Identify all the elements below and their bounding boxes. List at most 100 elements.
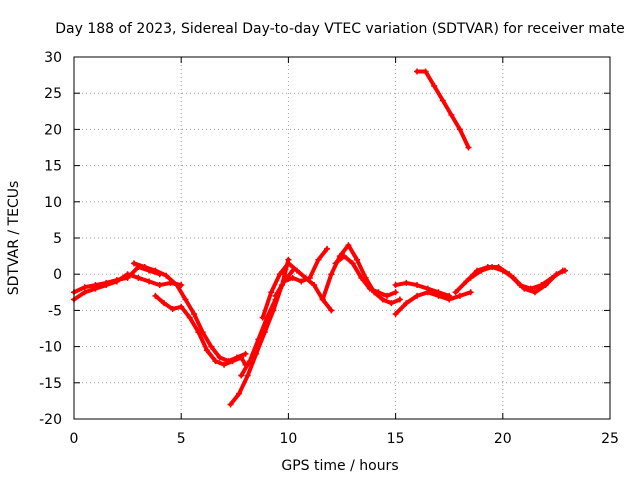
data-point <box>113 278 120 285</box>
grid-lines <box>74 57 610 419</box>
data-point <box>255 336 262 343</box>
x-tick-label: 25 <box>601 431 619 447</box>
data-series <box>71 68 568 408</box>
data-point <box>467 289 474 296</box>
data-point <box>173 282 180 289</box>
data-point <box>388 300 395 307</box>
data-point <box>246 358 253 365</box>
data-point <box>229 358 236 365</box>
data-point <box>384 292 391 299</box>
data-point <box>161 300 168 307</box>
data-point <box>392 282 399 289</box>
data-point <box>403 300 410 307</box>
data-point <box>276 271 283 278</box>
y-tick-label: -20 <box>39 412 62 428</box>
data-point <box>478 267 485 274</box>
data-point <box>242 350 249 357</box>
data-point <box>561 267 568 274</box>
data-point <box>259 314 266 321</box>
data-point <box>448 111 455 118</box>
y-tick-label: -10 <box>39 340 62 356</box>
data-point <box>186 314 193 321</box>
data-point <box>341 253 348 260</box>
data-point <box>396 296 403 303</box>
data-point <box>306 274 313 281</box>
y-tick-label: 0 <box>53 267 62 283</box>
data-point <box>452 289 459 296</box>
data-point <box>221 361 228 368</box>
data-point <box>238 354 245 361</box>
data-point <box>238 372 245 379</box>
axis-ticks: 0 5 10 15 20 25 -20 -15 -10 -5 0 5 10 15 20 25 30 <box>39 50 619 447</box>
data-point <box>446 296 453 303</box>
data-point <box>431 82 438 89</box>
data-point <box>268 289 275 296</box>
data-point <box>146 278 153 285</box>
data-point <box>323 245 330 252</box>
data-point <box>349 260 356 267</box>
x-tick-label: 20 <box>494 431 512 447</box>
data-point <box>379 296 386 303</box>
data-point <box>435 292 442 299</box>
x-tick-label: 5 <box>177 431 186 447</box>
data-point <box>403 279 410 286</box>
data-point <box>311 282 318 289</box>
y-tick-label: 30 <box>44 50 62 66</box>
data-point <box>281 278 288 285</box>
data-point <box>81 289 88 296</box>
y-tick-label: -15 <box>39 376 62 392</box>
y-axis-title: SDTVAR / TECUs <box>6 181 22 296</box>
data-point <box>345 242 352 249</box>
data-point <box>244 372 251 379</box>
data-point <box>124 271 131 278</box>
data-point <box>135 274 142 281</box>
data-point <box>289 274 296 281</box>
data-point <box>236 390 243 397</box>
data-point <box>152 292 159 299</box>
data-point <box>456 292 463 299</box>
data-point <box>414 68 421 75</box>
data-point <box>208 343 215 350</box>
y-tick-label: 10 <box>44 195 62 211</box>
data-point <box>354 256 361 263</box>
data-point <box>414 282 421 289</box>
data-point <box>156 282 163 289</box>
data-point <box>542 282 549 289</box>
data-point <box>272 292 279 299</box>
data-point <box>510 274 517 281</box>
x-tick-label: 15 <box>387 431 405 447</box>
data-point <box>422 68 429 75</box>
x-tick-label: 0 <box>70 431 79 447</box>
data-point <box>92 285 99 292</box>
data-point <box>439 97 446 104</box>
data-point <box>319 296 326 303</box>
data-point <box>366 285 373 292</box>
data-point <box>285 260 292 267</box>
data-point <box>332 260 339 267</box>
x-tick-label: 10 <box>279 431 297 447</box>
data-point <box>315 256 322 263</box>
data-point <box>392 289 399 296</box>
data-point <box>178 303 185 310</box>
data-point <box>358 274 365 281</box>
data-point <box>212 358 219 365</box>
y-tick-label: 25 <box>44 86 62 102</box>
series-line-sat-f <box>239 268 295 378</box>
data-point <box>456 126 463 133</box>
data-point <box>465 144 472 151</box>
data-point <box>293 267 300 274</box>
data-point <box>195 329 202 336</box>
data-point <box>553 271 560 278</box>
data-point <box>463 278 470 285</box>
data-point <box>81 284 88 291</box>
series-line-sat-n <box>453 265 565 295</box>
data-point <box>467 274 474 281</box>
x-axis-title: GPS time / hours <box>281 458 398 474</box>
data-point <box>531 289 538 296</box>
chart-title: Day 188 of 2023, Sidereal Day-to-day VTE… <box>55 21 625 37</box>
data-point <box>328 307 335 314</box>
data-point <box>392 311 399 318</box>
data-point <box>414 292 421 299</box>
